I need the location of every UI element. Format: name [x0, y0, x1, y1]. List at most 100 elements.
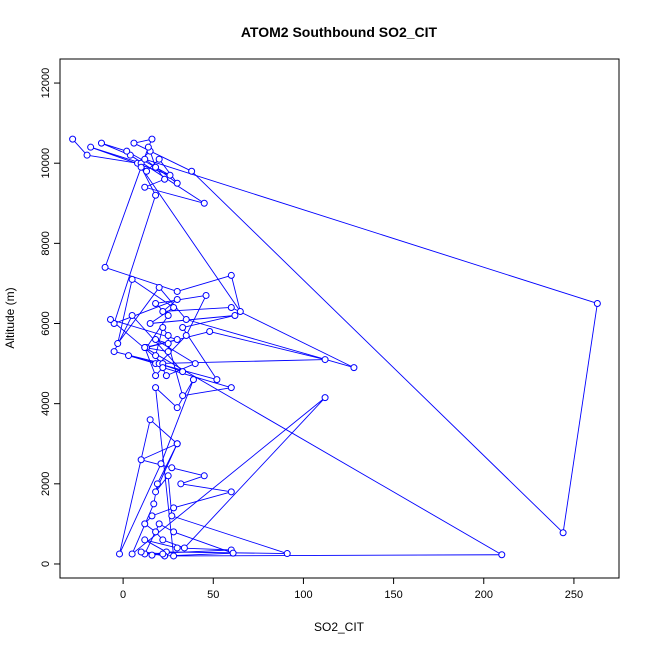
data-point	[152, 163, 160, 171]
y-tick-label: 8000	[40, 231, 52, 255]
data-point	[231, 311, 239, 319]
data-point	[152, 372, 160, 380]
data-point	[350, 364, 358, 372]
y-tick-label: 4000	[40, 391, 52, 415]
data-point	[159, 324, 167, 332]
data-point	[137, 456, 145, 464]
data-point	[161, 175, 169, 183]
data-point	[137, 163, 145, 171]
data-point	[593, 299, 601, 307]
data-point	[283, 550, 291, 558]
series-segment	[180, 475, 205, 485]
series-points	[69, 135, 601, 560]
series-segment	[131, 503, 155, 555]
data-point	[200, 199, 208, 207]
data-point	[170, 504, 178, 512]
series-segment	[90, 146, 171, 176]
series-segment	[144, 158, 598, 304]
data-point	[125, 352, 133, 360]
data-point	[173, 336, 181, 344]
series-line	[72, 138, 598, 557]
data-point	[141, 536, 149, 544]
data-point	[170, 303, 178, 311]
series-segment	[155, 387, 178, 409]
series-segment	[117, 279, 133, 344]
series-segment	[185, 295, 207, 336]
data-point	[106, 316, 114, 324]
series-segment	[155, 339, 196, 364]
y-tick-label: 10000	[40, 148, 52, 179]
data-point	[213, 376, 221, 384]
data-point	[159, 307, 167, 315]
series-segment	[117, 287, 160, 344]
data-point	[159, 550, 167, 558]
data-point	[153, 480, 161, 488]
data-point	[180, 544, 188, 552]
data-point	[101, 263, 109, 271]
data-point	[164, 332, 172, 340]
series-segment	[177, 274, 232, 292]
series-segment	[171, 515, 288, 554]
data-point	[189, 376, 197, 384]
series-segment	[119, 463, 162, 555]
series-segment	[231, 307, 355, 368]
data-point	[188, 167, 196, 175]
data-point	[152, 191, 160, 199]
series-segment	[131, 315, 183, 372]
data-point	[137, 548, 145, 556]
x-tick-label: 250	[565, 589, 583, 601]
series-segment	[150, 315, 235, 324]
data-point	[152, 336, 160, 344]
data-point	[128, 550, 136, 558]
series-segment	[119, 419, 151, 555]
data-point	[155, 520, 163, 528]
data-point	[157, 460, 165, 468]
series-segment	[182, 387, 232, 397]
data-point	[155, 283, 163, 291]
data-point	[152, 488, 160, 496]
data-point	[141, 183, 149, 191]
data-point	[164, 340, 172, 348]
data-point	[179, 392, 187, 400]
y-tick-label: 0	[40, 561, 52, 567]
series-segment	[140, 443, 178, 461]
series-segment	[209, 331, 326, 361]
data-point	[321, 356, 329, 364]
series-segment	[173, 554, 502, 557]
data-point	[116, 550, 124, 558]
data-point	[148, 135, 156, 143]
data-point	[152, 384, 160, 392]
data-point	[173, 544, 181, 552]
series-segment	[162, 539, 185, 549]
series-segment	[113, 299, 178, 324]
data-point	[179, 324, 187, 332]
y-tick-label: 6000	[40, 311, 52, 335]
series-segment	[144, 339, 178, 348]
data-point	[141, 344, 149, 352]
data-point	[164, 348, 172, 356]
series-segment	[151, 507, 174, 517]
data-point	[173, 404, 181, 412]
series-segment	[86, 154, 138, 164]
data-point	[110, 348, 118, 356]
data-point	[170, 552, 178, 560]
data-point	[148, 551, 156, 559]
series-segment	[173, 491, 232, 509]
data-point	[164, 311, 172, 319]
x-tick-label: 100	[294, 589, 312, 601]
data-point	[114, 340, 122, 348]
series-segment	[104, 266, 178, 292]
data-point	[146, 416, 154, 424]
data-point	[97, 139, 105, 147]
data-point	[162, 372, 170, 380]
data-point	[179, 368, 187, 376]
series-segment	[90, 146, 142, 164]
data-point	[141, 155, 149, 163]
series-segment	[158, 287, 187, 320]
data-point	[144, 143, 152, 151]
series-segment	[113, 195, 156, 324]
y-axis: 0 2000 4000 6000 8000 10000 12000	[40, 68, 61, 567]
data-point	[177, 480, 185, 488]
data-point	[150, 500, 158, 508]
